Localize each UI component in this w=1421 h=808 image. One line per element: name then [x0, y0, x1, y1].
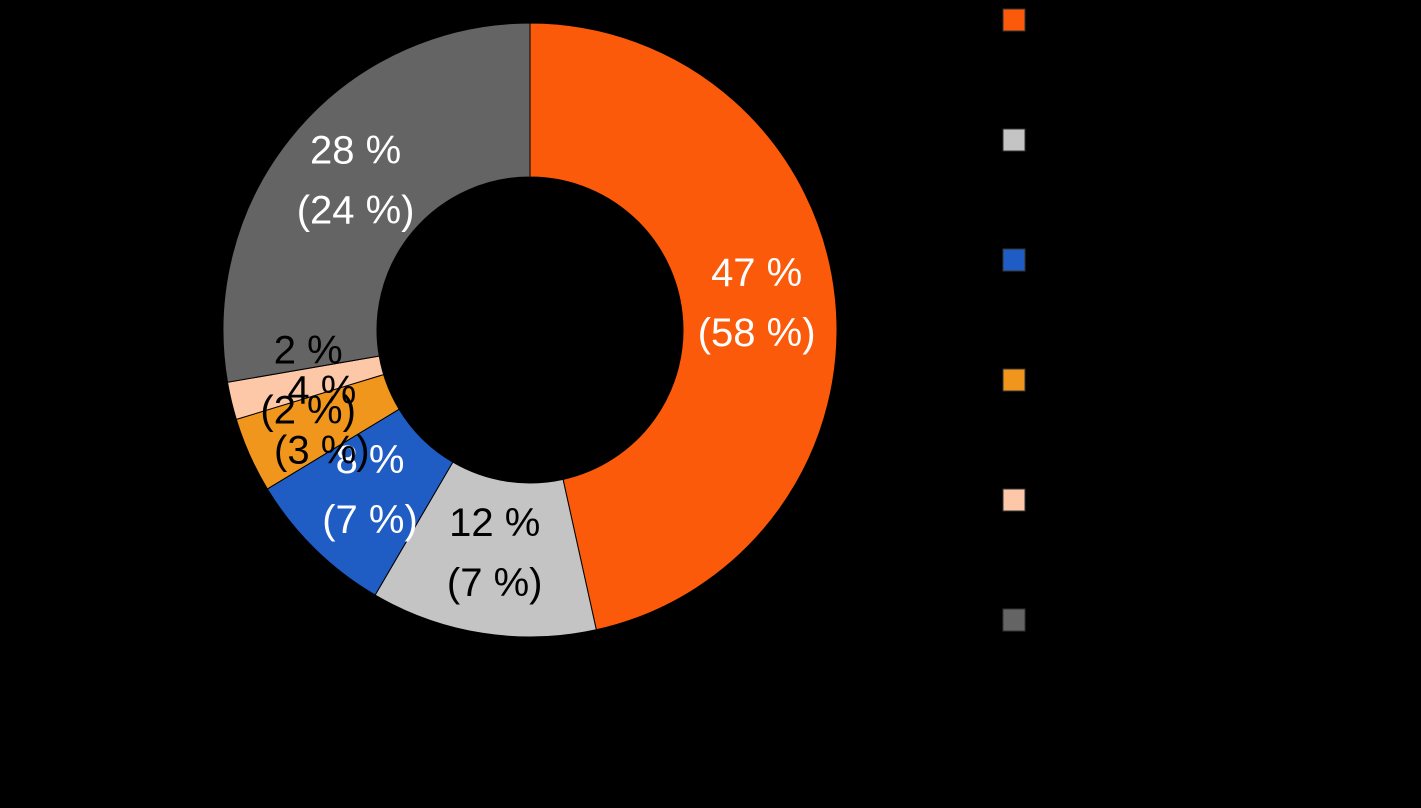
data-label: 2 %: [274, 328, 343, 372]
secondary-label: (7 %): [447, 561, 543, 605]
legend-swatch: [1002, 8, 1026, 32]
legend-swatch: [1002, 368, 1026, 392]
legend-swatch: [1002, 248, 1026, 272]
legend-swatch: [1002, 608, 1026, 632]
legend-swatch: [1002, 488, 1026, 512]
secondary-label: (3 %): [274, 429, 370, 473]
data-label: 4 %: [287, 369, 356, 413]
secondary-label: (58 %): [698, 311, 816, 355]
data-label: 47 %: [711, 251, 802, 295]
secondary-label: (24 %): [297, 189, 415, 233]
donut-segment: [222, 22, 531, 383]
secondary-label: (7 %): [322, 498, 418, 542]
secondary-label: (2 %): [260, 388, 356, 432]
legend-swatch: [1002, 128, 1026, 152]
data-label: 12 %: [449, 501, 540, 545]
data-label: 28 %: [310, 129, 401, 173]
donut-segment: [529, 22, 838, 631]
data-label: 8 %: [336, 438, 405, 482]
